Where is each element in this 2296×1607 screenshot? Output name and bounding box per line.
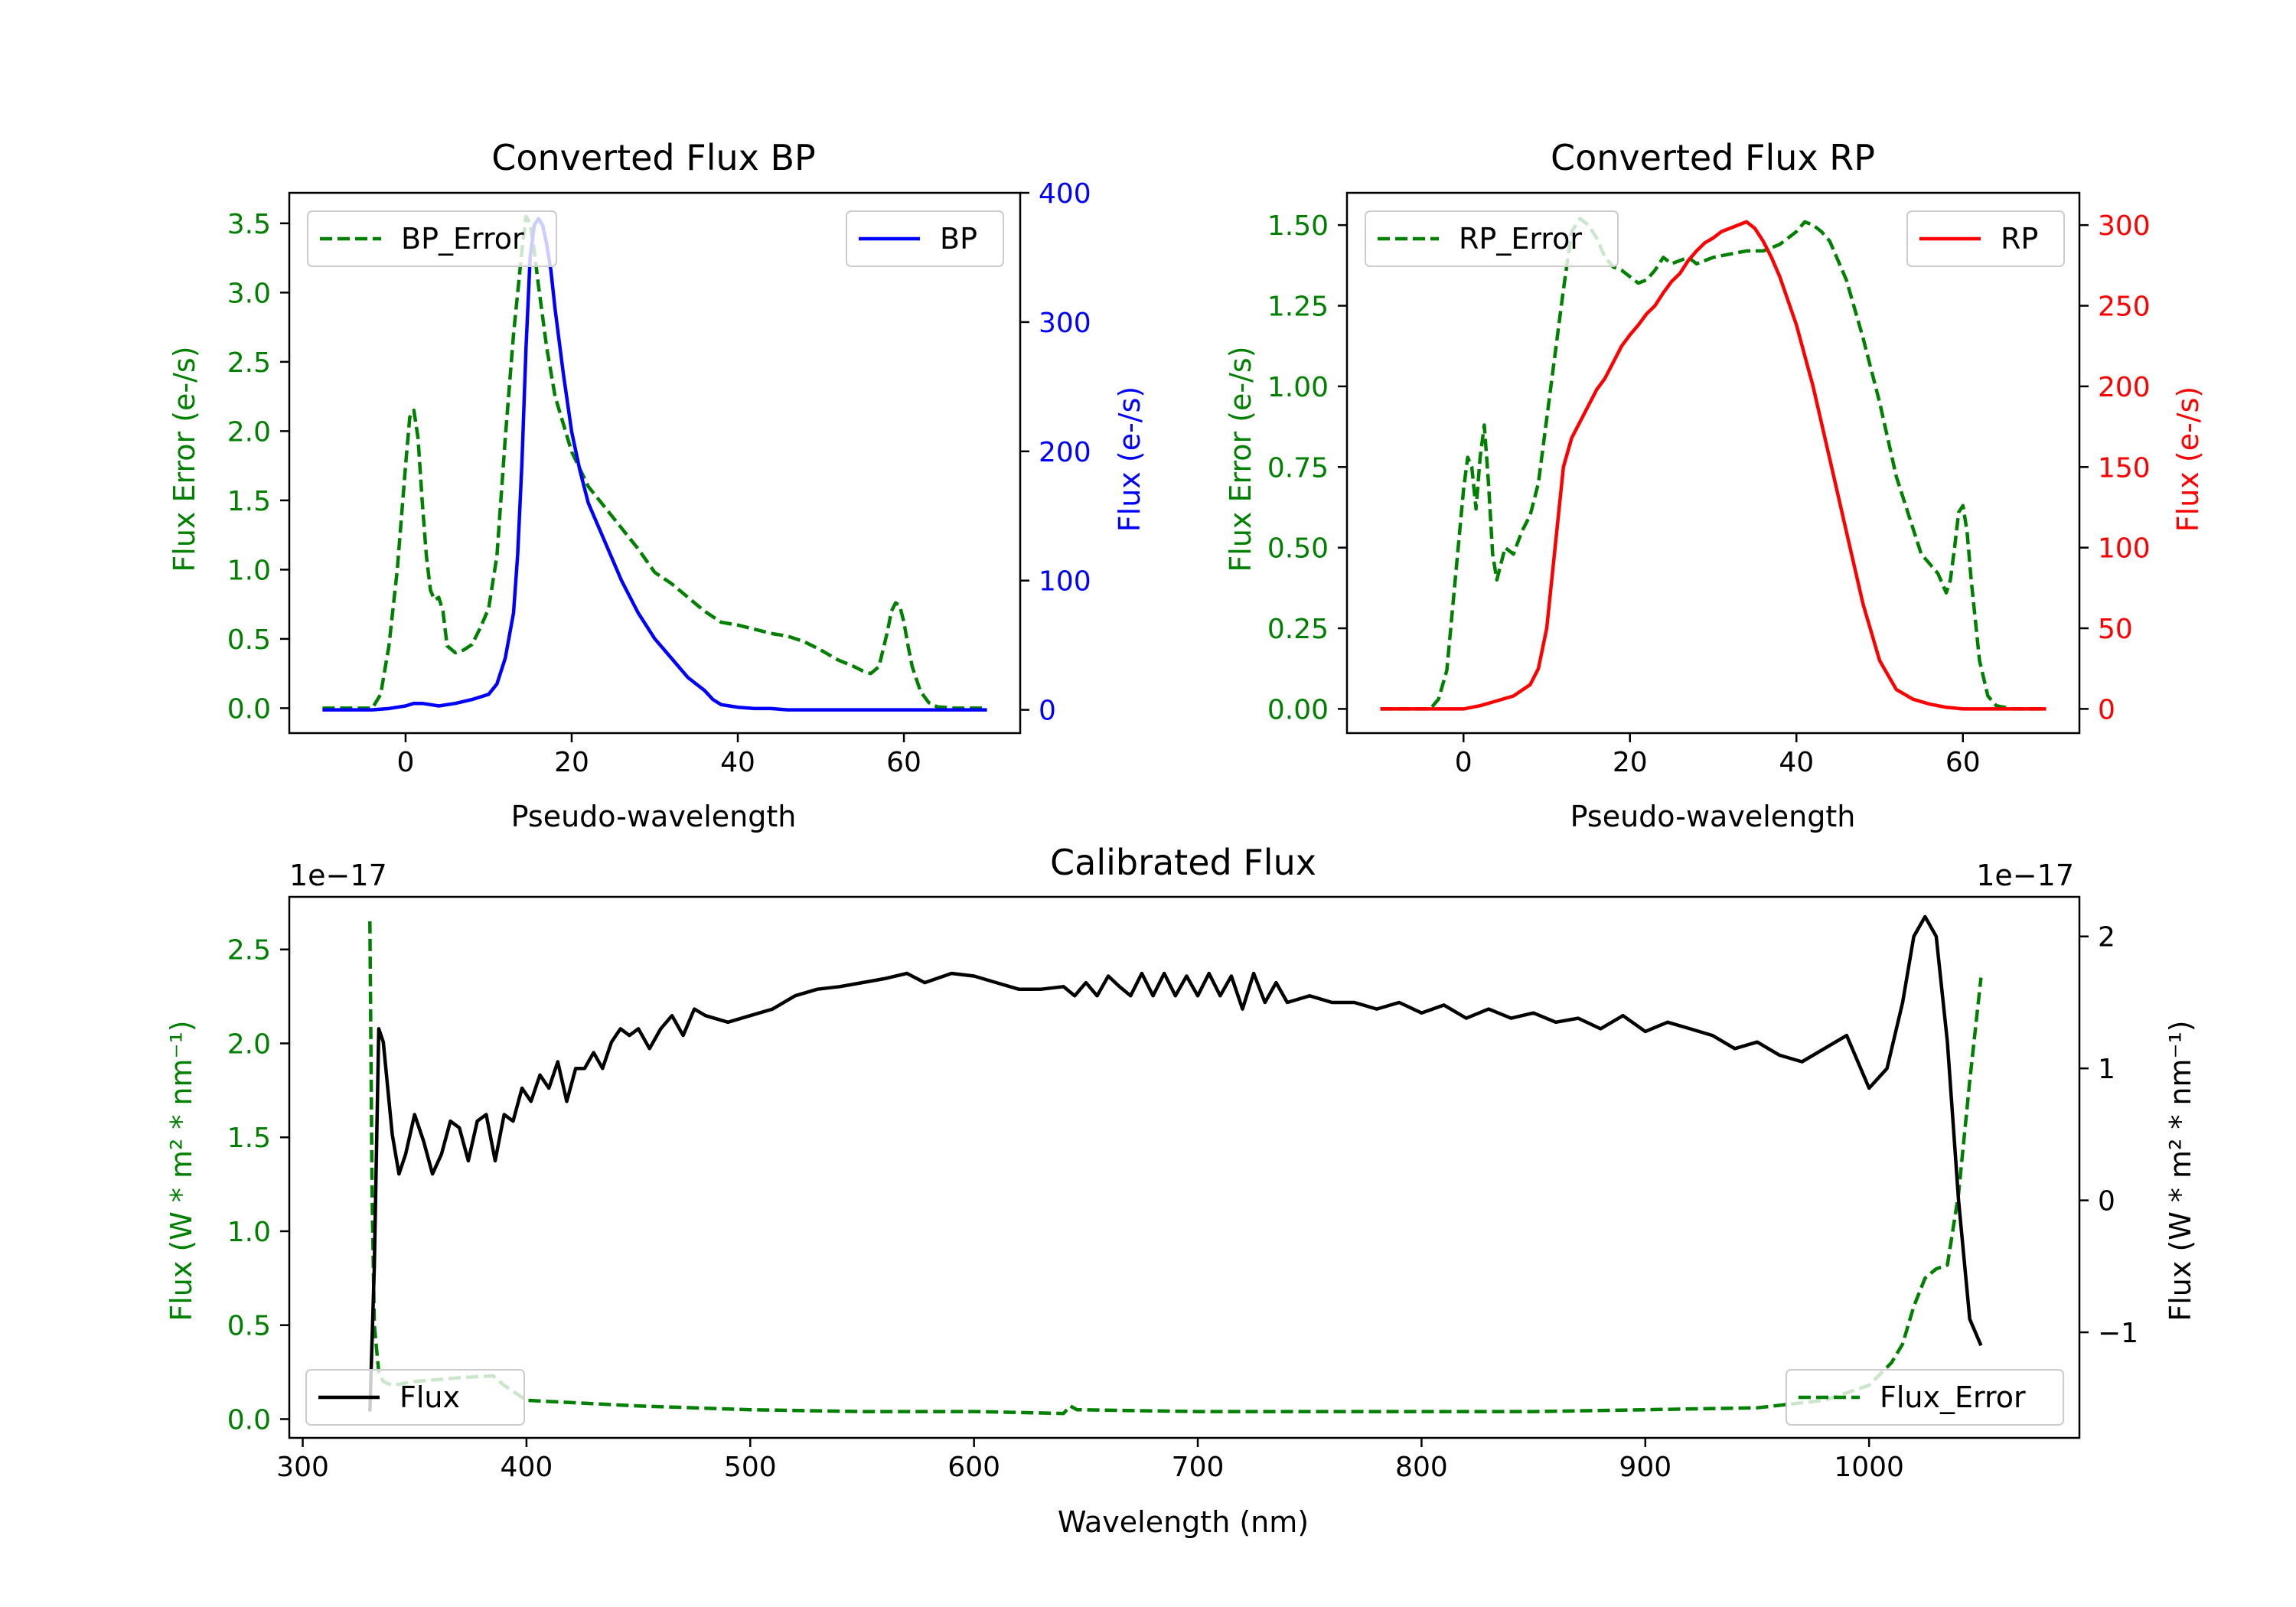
- calibrated-y-left-tick-label: 2.5: [227, 935, 271, 966]
- bp-y-left-tick-label: 3.5: [227, 209, 271, 240]
- calibrated-plot-frame: [288, 895, 2081, 1439]
- rp-y-right-tick-label: 250: [2098, 292, 2151, 323]
- calibrated-y-left-tick-label: 1.0: [227, 1217, 271, 1248]
- calibrated-x-tick-label: 500: [724, 1452, 777, 1483]
- calibrated-chart-title: Calibrated Flux: [1050, 842, 1316, 883]
- rp-legend-label-rp: RP: [2001, 222, 2038, 256]
- bp-y-left-tick-label: 2.0: [227, 416, 271, 448]
- bp-y-right-label-group: Flux (e-/s): [1113, 386, 1146, 532]
- calibrated-legend-label-flux: Flux: [400, 1380, 460, 1414]
- rp-y-right-tick-label: 0: [2098, 694, 2115, 725]
- bp-y-left-tick-label: 3.0: [227, 278, 271, 309]
- rp-x-tick-label: 0: [1455, 747, 1473, 778]
- calibrated-y-left-tick-label: 2.0: [227, 1028, 271, 1060]
- bp-y-left-label-group: Flux Error (e-/s): [168, 346, 201, 572]
- rp-y-left-tick-label: 1.00: [1267, 372, 1329, 403]
- rp-y-left-tick-label: 0.50: [1267, 533, 1329, 565]
- calibrated-x-tick-label: 300: [276, 1452, 329, 1483]
- bp-plot-frame: [288, 191, 1022, 735]
- bp-y-right-tick-label: 100: [1039, 566, 1091, 598]
- calibrated-series-line-flux: [368, 914, 1983, 1412]
- calibrated-right-offset: 1e−17: [1976, 859, 2074, 892]
- calibrated-y-right-tick-label: 0: [2098, 1186, 2115, 1217]
- rp-y-left-label: Flux Error (e-/s): [1224, 346, 1257, 572]
- bp-y-right-label: Flux (e-/s): [1113, 386, 1146, 532]
- calibrated-legend-box-flux: [305, 1369, 525, 1426]
- bp-y-right-tick-label: 200: [1039, 437, 1091, 468]
- bp-x-tick-label: 40: [720, 747, 755, 778]
- rp-y-right-label-group: Flux (e-/s): [2171, 386, 2205, 532]
- bp-y-left-tick-label: 0.5: [227, 624, 271, 656]
- bp-y-left-tick-label: 2.5: [227, 347, 271, 379]
- bp-y-left-tick-label: 1.5: [227, 486, 271, 517]
- bp-y-left-tick-label: 0.0: [227, 693, 271, 725]
- bp-chart-title: Converted Flux BP: [491, 137, 816, 178]
- rp-plot-frame: [1345, 191, 2081, 735]
- calibrated-x-tick-label: 400: [501, 1452, 553, 1483]
- calibrated-y-right-tick-label: −1: [2098, 1318, 2138, 1349]
- bp-y-right-tick-label: 300: [1039, 308, 1091, 339]
- rp-y-left-tick-label: 0.00: [1267, 694, 1329, 725]
- rp-y-right-label: Flux (e-/s): [2171, 386, 2205, 532]
- bp-legend-box-bp: [846, 210, 1004, 267]
- calibrated-legend-label-flux-error: Flux_Error: [1880, 1380, 2026, 1414]
- rp-y-right-tick-label: 150: [2098, 452, 2151, 484]
- rp-x-axis-label: Pseudo-wavelength: [1570, 800, 1856, 833]
- charts-layer: 0 20 40 600.00.51.01.52.02.53.03.5010020030…: [227, 178, 2151, 1483]
- calibrated-y-right-label: Flux (W * m² * nm⁻¹): [2164, 1020, 2197, 1321]
- calibrated-y-left-tick-label: 0.0: [227, 1404, 271, 1436]
- bp-y-right-tick-label: 0: [1039, 696, 1056, 727]
- rp-x-tick-label: 60: [1945, 747, 1981, 778]
- rp-legend-label-rp-error: RP_Error: [1459, 222, 1582, 256]
- calibrated-x-tick-label: 900: [1619, 1452, 1671, 1483]
- calibrated-legend-box-flux-error: [1786, 1369, 2064, 1426]
- bp-series-line-bp: [322, 217, 987, 712]
- bp-y-left-label: Flux Error (e-/s): [168, 346, 201, 572]
- calibrated-y-left-tick-label: 0.5: [227, 1311, 271, 1342]
- rp-y-right-tick-label: 300: [2098, 210, 2151, 242]
- calibrated-y-left-label: Flux (W * m² * nm⁻¹): [165, 1020, 198, 1321]
- bp-x-axis-label: Pseudo-wavelength: [511, 800, 797, 833]
- rp-series-line-rp: [1380, 220, 2047, 711]
- calibrated-x-tick-label: 1000: [1834, 1452, 1904, 1483]
- rp-x-tick-label: 40: [1779, 747, 1814, 778]
- rp-series-line-rp_error: [1380, 217, 2047, 711]
- bp-legend-label-bp-error: BP_Error: [401, 222, 524, 256]
- bp-x-tick-label: 0: [396, 747, 414, 778]
- bp-legend-box-bp-error: [307, 210, 557, 267]
- calibrated-x-tick-label: 700: [1172, 1452, 1225, 1483]
- calibrated-x-axis-label: Wavelength (nm): [1058, 1505, 1309, 1539]
- rp-y-left-tick-label: 0.75: [1267, 452, 1329, 484]
- rp-y-left-tick-label: 1.50: [1267, 210, 1329, 242]
- rp-y-right-tick-label: 50: [2098, 614, 2133, 645]
- calibrated-y-left-label-group: Flux (W * m² * nm⁻¹): [165, 1020, 198, 1321]
- calibrated-x-tick-label: 600: [947, 1452, 1000, 1483]
- rp-legend-box-rp-error: [1365, 210, 1619, 267]
- calibrated-left-offset: 1e−17: [289, 859, 387, 892]
- calibrated-y-right-tick-label: 1: [2098, 1054, 2115, 1085]
- bp-legend-label-bp: BP: [940, 222, 977, 256]
- bp-y-left-tick-label: 1.0: [227, 555, 271, 586]
- bp-y-right-tick-label: 400: [1039, 178, 1091, 210]
- calibrated-y-right-label-group: Flux (W * m² * nm⁻¹): [2164, 1020, 2197, 1321]
- calibrated-y-left-tick-label: 1.5: [227, 1123, 271, 1154]
- calibrated-y-right-tick-label: 2: [2098, 922, 2115, 953]
- rp-y-right-tick-label: 200: [2098, 372, 2151, 403]
- rp-y-right-tick-label: 100: [2098, 533, 2151, 565]
- rp-y-left-tick-label: 0.25: [1267, 614, 1329, 645]
- rp-y-left-label-group: Flux Error (e-/s): [1224, 346, 1257, 572]
- rp-y-left-tick-label: 1.25: [1267, 292, 1329, 323]
- bp-x-tick-label: 60: [886, 747, 921, 778]
- bp-x-tick-label: 20: [554, 747, 589, 778]
- rp-legend-box-rp: [1906, 210, 2065, 267]
- calibrated-x-tick-label: 800: [1395, 1452, 1448, 1483]
- rp-chart-title: Converted Flux RP: [1551, 137, 1875, 178]
- rp-x-tick-label: 20: [1613, 747, 1648, 778]
